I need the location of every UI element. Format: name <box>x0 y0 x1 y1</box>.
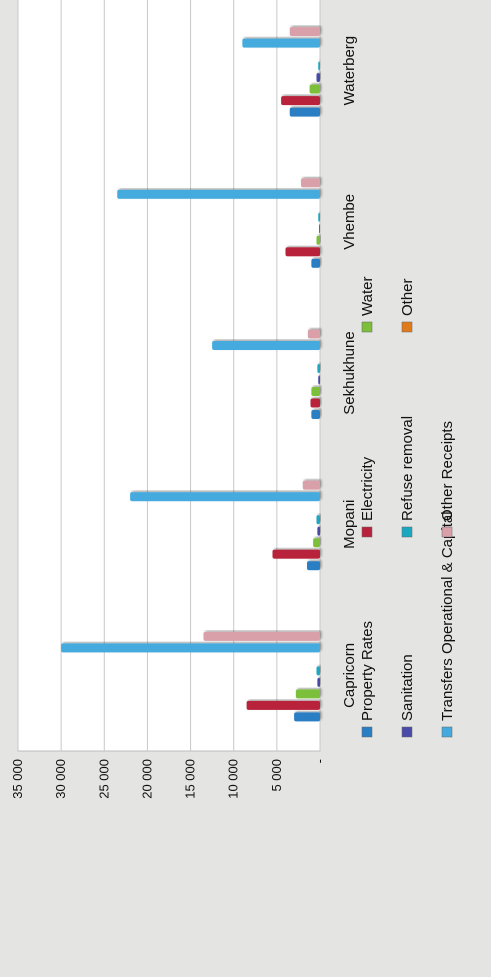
legend-label: Electricity <box>359 456 376 521</box>
bar <box>203 631 320 641</box>
legend-label: Other <box>399 278 416 316</box>
bar <box>117 189 320 199</box>
bar <box>311 258 321 268</box>
bar <box>316 515 321 525</box>
category-label: Sekhukhune <box>341 331 358 414</box>
bar <box>316 666 321 676</box>
category-labels: Capricorn Mopani Sekhukhune Vhembe Waterberg <box>341 36 358 708</box>
bar <box>242 38 320 48</box>
y-tick-label: 5 000 <box>269 759 284 792</box>
bar <box>316 235 321 245</box>
legend-swatch <box>401 526 413 538</box>
bar <box>212 341 320 350</box>
bar <box>316 73 321 83</box>
bar <box>310 398 321 408</box>
bar <box>311 410 321 419</box>
bar <box>317 364 321 373</box>
bar <box>302 480 321 490</box>
bar <box>318 375 321 385</box>
bar <box>289 27 320 37</box>
y-tick-label: - <box>312 759 327 763</box>
legend-swatch <box>361 321 373 333</box>
bar <box>317 526 321 536</box>
bar <box>311 387 321 396</box>
legend-swatch <box>441 526 453 538</box>
bar <box>319 224 321 234</box>
bar <box>301 178 321 188</box>
y-tick-label: 20 000 <box>139 759 154 799</box>
bar <box>307 329 321 339</box>
bar <box>307 561 320 571</box>
legend: Property Rates Electricity Water Sanitation… <box>359 277 456 738</box>
legend-label: Transfers Operational & Capital <box>439 511 456 721</box>
bar <box>130 492 320 502</box>
bars <box>61 27 321 722</box>
category-label: Capricorn <box>341 643 358 708</box>
y-axis-tick-labels: - 5 000 10 000 15 000 20 000 25 000 30 000 35 0… <box>10 759 327 799</box>
y-tick-label: 10 000 <box>226 759 241 799</box>
bar <box>309 84 321 94</box>
bar <box>313 538 320 548</box>
bar <box>246 700 321 710</box>
category-label: Vhembe <box>341 194 358 250</box>
legend-label: Refuse removal <box>399 416 416 521</box>
bar <box>294 712 321 722</box>
bar <box>318 61 321 71</box>
legend-label: Property Rates <box>359 621 376 721</box>
legend-label: Water <box>359 277 376 316</box>
bar <box>281 96 320 106</box>
legend-swatch <box>401 321 413 333</box>
bar <box>285 247 321 257</box>
category-label: Waterberg <box>341 36 358 105</box>
legend-swatch <box>361 526 373 538</box>
y-tick-label: 15 000 <box>183 759 198 799</box>
legend-swatch <box>401 726 413 738</box>
bar <box>272 549 320 559</box>
bar <box>61 643 321 653</box>
bar <box>318 212 321 222</box>
legend-swatch <box>441 726 453 738</box>
grid-lines <box>17 0 321 751</box>
y-tick-label: 25 000 <box>96 759 111 799</box>
bar <box>317 677 321 687</box>
legend-label: Other Receipts <box>439 421 456 521</box>
y-tick-label: 30 000 <box>53 759 68 799</box>
bar <box>295 689 320 699</box>
category-label: Mopani <box>341 500 358 549</box>
y-tick-label: 35 000 <box>10 759 25 799</box>
legend-swatch <box>361 726 373 738</box>
bar <box>289 107 320 117</box>
legend-label: Sanitation <box>399 654 416 721</box>
